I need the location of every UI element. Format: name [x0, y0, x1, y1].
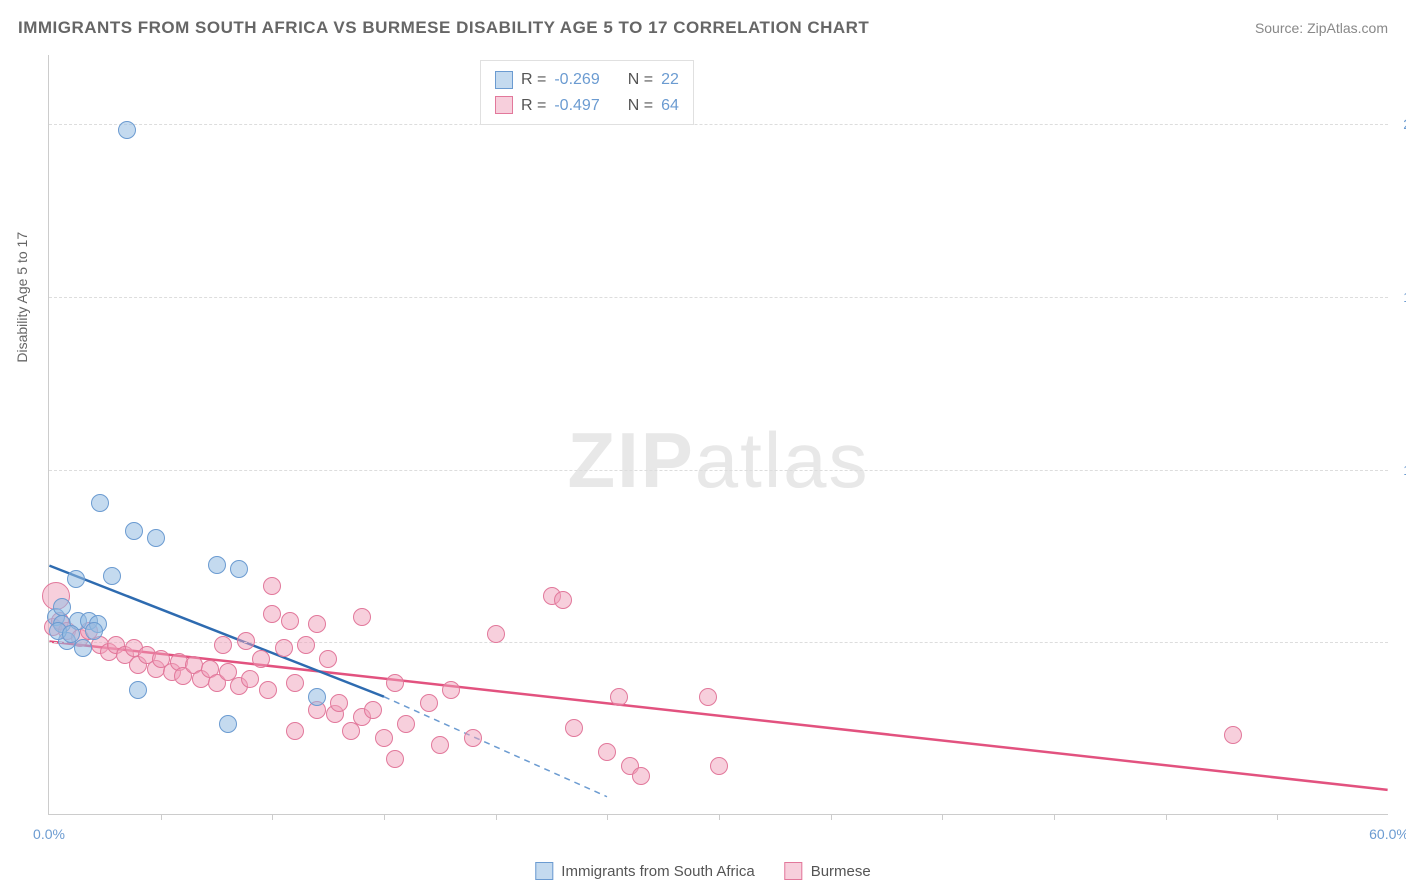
data-point-blue [219, 715, 237, 733]
xtick-mark [1166, 814, 1167, 820]
data-point-blue [308, 688, 326, 706]
data-point-pink [364, 701, 382, 719]
chart-header: IMMIGRANTS FROM SOUTH AFRICA VS BURMESE … [18, 18, 1388, 38]
data-point-pink [565, 719, 583, 737]
regression-lines-layer [49, 55, 1388, 814]
data-point-pink [263, 577, 281, 595]
regression-dash-blue [384, 697, 607, 797]
data-point-pink [632, 767, 650, 785]
data-point-pink [297, 636, 315, 654]
data-point-pink [330, 694, 348, 712]
data-point-blue [74, 639, 92, 657]
xtick-mark [719, 814, 720, 820]
n-value-blue: 22 [661, 67, 679, 93]
gridline [49, 124, 1388, 125]
xtick-mark [496, 814, 497, 820]
data-point-pink [397, 715, 415, 733]
xtick-label: 0.0% [33, 826, 65, 842]
data-point-pink [554, 591, 572, 609]
data-point-pink [286, 722, 304, 740]
data-point-pink [214, 636, 232, 654]
data-point-pink [275, 639, 293, 657]
gridline [49, 470, 1388, 471]
swatch-blue [495, 71, 513, 89]
data-point-pink [375, 729, 393, 747]
legend-label-pink: Burmese [811, 863, 871, 880]
gridline [49, 297, 1388, 298]
data-point-pink [319, 650, 337, 668]
xtick-mark [1054, 814, 1055, 820]
data-point-blue [230, 560, 248, 578]
n-value-pink: 64 [661, 93, 679, 119]
data-point-pink [259, 681, 277, 699]
chart-plot-area: ZIPatlas 5.0%10.0%15.0%20.0%0.0%60.0% [48, 55, 1388, 815]
statistics-legend: R = -0.269 N = 22 R = -0.497 N = 64 [480, 60, 694, 125]
legend-label-blue: Immigrants from South Africa [561, 863, 754, 880]
xtick-mark [384, 814, 385, 820]
data-point-pink [386, 674, 404, 692]
data-point-blue [208, 556, 226, 574]
data-point-blue [91, 494, 109, 512]
data-point-pink [241, 670, 259, 688]
xtick-mark [272, 814, 273, 820]
data-point-pink [353, 608, 371, 626]
data-point-pink [308, 615, 326, 633]
xtick-mark [607, 814, 608, 820]
data-point-pink [237, 632, 255, 650]
data-point-pink [1224, 726, 1242, 744]
legend-item-pink: Burmese [785, 862, 871, 880]
data-point-pink [263, 605, 281, 623]
watermark: ZIPatlas [567, 415, 869, 506]
stats-row-blue: R = -0.269 N = 22 [495, 67, 679, 93]
data-point-blue [103, 567, 121, 585]
series-legend: Immigrants from South Africa Burmese [535, 862, 870, 880]
data-point-pink [386, 750, 404, 768]
stats-row-pink: R = -0.497 N = 64 [495, 93, 679, 119]
r-value-pink: -0.497 [554, 93, 599, 119]
data-point-pink [487, 625, 505, 643]
data-point-pink [464, 729, 482, 747]
legend-swatch-pink [785, 862, 803, 880]
data-point-pink [281, 612, 299, 630]
xtick-mark [161, 814, 162, 820]
data-point-blue [129, 681, 147, 699]
source-name: ZipAtlas.com [1307, 20, 1388, 36]
data-point-pink [431, 736, 449, 754]
data-point-pink [420, 694, 438, 712]
y-axis-label: Disability Age 5 to 17 [14, 232, 30, 363]
xtick-mark [831, 814, 832, 820]
data-point-blue [85, 622, 103, 640]
data-point-pink [699, 688, 717, 706]
data-point-pink [286, 674, 304, 692]
data-point-blue [147, 529, 165, 547]
data-point-blue [67, 570, 85, 588]
data-point-pink [252, 650, 270, 668]
xtick-mark [942, 814, 943, 820]
data-point-pink [442, 681, 460, 699]
xtick-label: 60.0% [1369, 826, 1406, 842]
data-point-pink [598, 743, 616, 761]
legend-swatch-blue [535, 862, 553, 880]
data-point-blue [125, 522, 143, 540]
source-label: Source: ZipAtlas.com [1255, 20, 1388, 36]
data-point-blue [118, 121, 136, 139]
swatch-pink [495, 96, 513, 114]
legend-item-blue: Immigrants from South Africa [535, 862, 754, 880]
xtick-mark [1277, 814, 1278, 820]
data-point-pink [610, 688, 628, 706]
r-value-blue: -0.269 [554, 67, 599, 93]
data-point-pink [710, 757, 728, 775]
data-point-blue [53, 598, 71, 616]
chart-title: IMMIGRANTS FROM SOUTH AFRICA VS BURMESE … [18, 18, 869, 38]
